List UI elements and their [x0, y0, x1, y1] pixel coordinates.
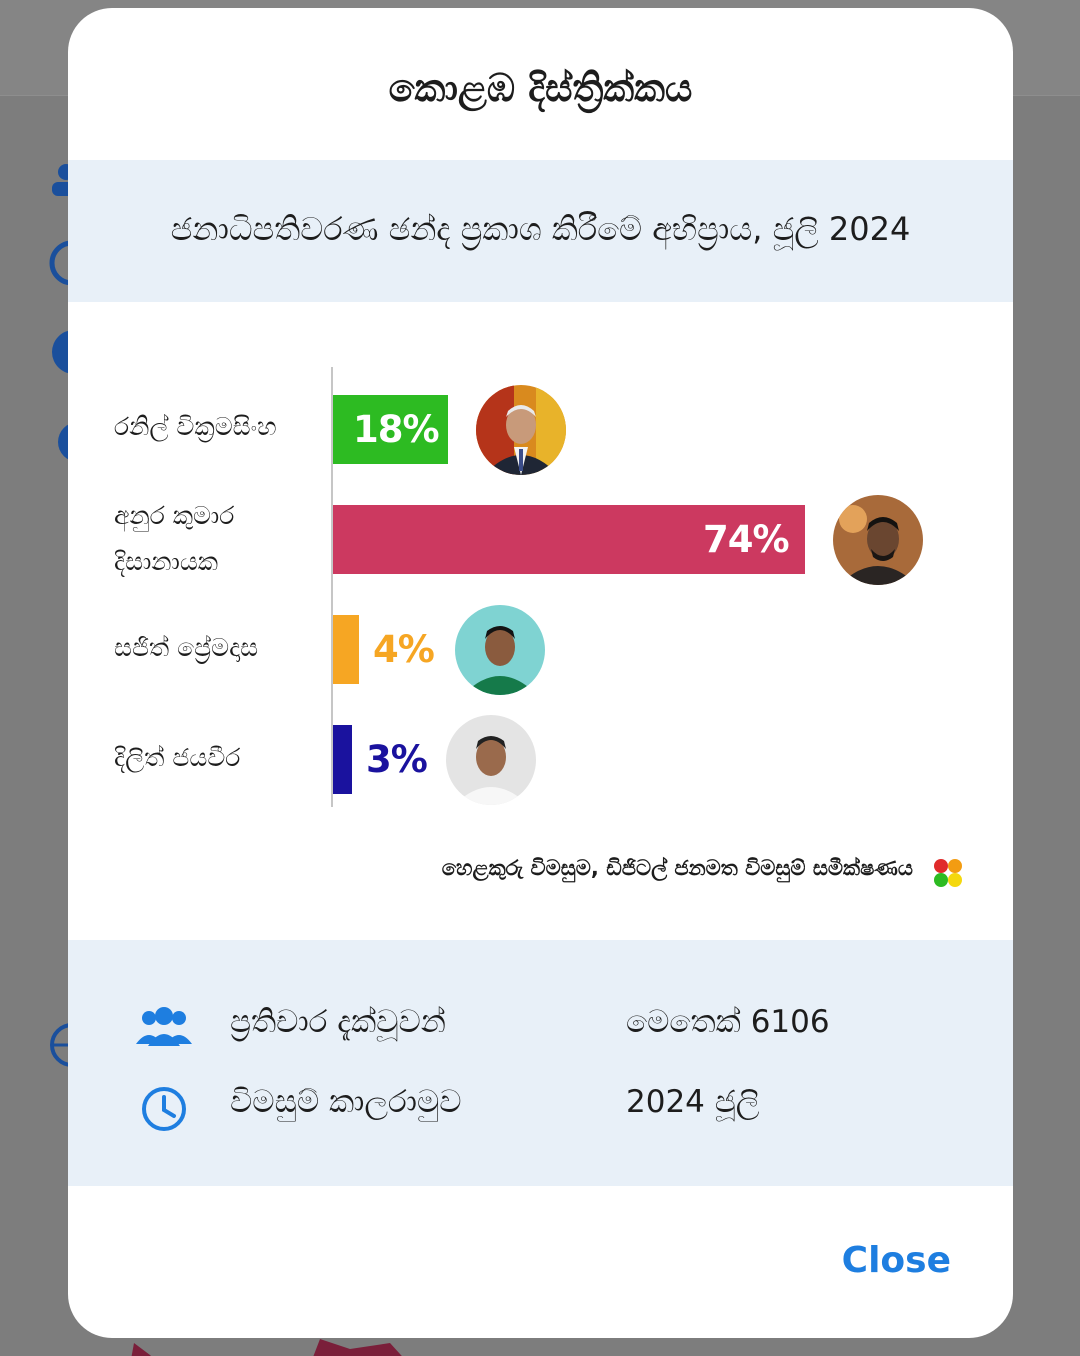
background-map-shape	[120, 1335, 440, 1356]
chart-axis-line	[331, 367, 333, 807]
candidate-avatar-sajith	[455, 605, 545, 695]
source-caption: හෙළකුරු විමසුම, ඩිජිටල් ජනමත විමසුම් සමී…	[441, 856, 913, 880]
respondents-label: ප්‍රතිචාර දැක්වූවන්	[230, 1004, 446, 1040]
value-label: 18%	[353, 408, 440, 451]
category-label: රනිල් වික්‍රමසිංහ	[114, 412, 277, 441]
category-label: අනුර කුමාර දිසානායක	[114, 501, 235, 576]
bar-dilith	[333, 725, 352, 794]
category-label: සජිත් ප්‍රේමදාස	[114, 633, 259, 662]
bar-ranil	[333, 395, 448, 464]
chart-subtitle: ජනාධිපතිවරණ ඡන්ද ප්‍රකාශ කිරීමේ අභිප්‍රා…	[170, 210, 911, 248]
candidate-avatar-ranil	[476, 385, 566, 475]
close-button[interactable]: Close	[841, 1240, 951, 1281]
respondents-value: මෙතෙක් 6106	[626, 1004, 830, 1040]
bar-anura	[333, 505, 805, 574]
subtitle-band: ජනාධිපතිවරණ ඡන්ද ප්‍රකාශ කිරීමේ අභිප්‍රා…	[68, 160, 1013, 302]
value-label: 4%	[373, 628, 435, 671]
dialog-title: කොළඹ දිස්ත්‍රික්කය	[388, 66, 693, 110]
bar-sajith	[333, 615, 359, 684]
period-value: 2024 ජූලි	[626, 1084, 760, 1120]
value-label: 3%	[366, 738, 428, 781]
people-icon	[134, 1004, 194, 1054]
clock-icon	[134, 1084, 194, 1134]
candidate-avatar-dilith	[446, 715, 536, 805]
district-poll-dialog: කොළඹ දිස්ත්‍රික්කය ජනාධිපතිවරණ ඡන්ද ප්‍ර…	[68, 8, 1013, 1338]
survey-info-panel: ප්‍රතිචාර දැක්වූවන් මෙතෙක් 6106 විමසුම් …	[68, 940, 1013, 1186]
voting-intention-chart: රනිල් වික්‍රමසිංහ 18% අනුර කුමාර දිසානාය…	[68, 363, 1013, 818]
value-label: 74%	[703, 518, 790, 561]
candidate-avatar-anura	[833, 495, 923, 585]
period-label: විමසුම් කාලරාමුව	[230, 1084, 462, 1120]
category-label: දිලිත් ජයවීර	[114, 743, 241, 772]
colored-dots-icon	[931, 856, 965, 890]
